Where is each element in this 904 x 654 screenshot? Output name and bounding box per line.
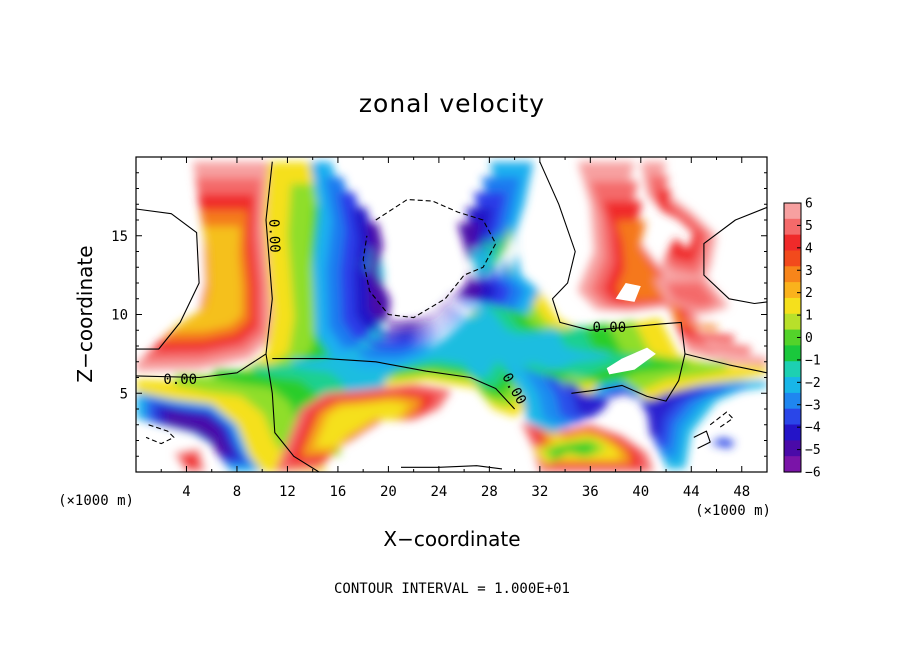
y-axis-title: Z−coordinate <box>73 245 97 382</box>
colorbar-swatch <box>784 282 801 299</box>
field-region-5-level-3 <box>615 220 718 331</box>
velocity-field <box>136 161 767 472</box>
field-region-10-level-2 <box>549 441 598 460</box>
zero-contour-2 <box>272 358 516 410</box>
colorbar-label: 1 <box>805 309 813 324</box>
colorbar-swatch <box>784 234 801 252</box>
contour-label-1: 0.00 <box>163 372 197 388</box>
y-tick-label: 10 <box>111 308 128 324</box>
colorbar-swatch <box>784 424 801 441</box>
x-tick-label: 44 <box>683 484 700 500</box>
field-region-8-level-3 <box>314 401 409 449</box>
field-region-2-level-3 <box>352 207 497 339</box>
zero-contour-1 <box>265 353 320 472</box>
colorbar-swatch <box>784 313 801 331</box>
zero-contour-4 <box>571 353 686 402</box>
x-tick-label: 8 <box>233 484 241 500</box>
colorbar-label: 3 <box>805 264 813 279</box>
zero-contour-10 <box>693 430 711 449</box>
field-region-11-level-2 <box>181 453 200 468</box>
colorbar-swatch <box>784 361 801 378</box>
y-tick-label: 5 <box>120 386 128 402</box>
x-tick-label: 24 <box>430 484 447 500</box>
dashed-contour-8 <box>145 424 175 445</box>
colorbar-swatch <box>784 218 801 236</box>
colorbar-label: −2 <box>805 376 821 391</box>
contour-label-3: 0.00 <box>592 320 626 336</box>
zero-contour-6 <box>703 206 767 305</box>
x-origin-unit: (×1000 m) <box>58 493 134 509</box>
colorbar-swatch <box>784 329 801 347</box>
dashed-contour-7 <box>362 198 497 319</box>
colorbar-label: −3 <box>805 398 821 413</box>
field-region-4-level-3 <box>166 410 234 454</box>
colorbar-label: 6 <box>805 197 813 212</box>
colorbar-swatch <box>784 392 801 410</box>
x-tick-label: 16 <box>329 484 346 500</box>
y-tick-label: 15 <box>111 229 128 245</box>
contour-label-0: 0.00 <box>265 219 282 253</box>
colorbar-label: −5 <box>805 443 821 458</box>
field-hole-0 <box>606 347 656 375</box>
x-tick-label: 36 <box>582 484 599 500</box>
field-region-3-level-3 <box>563 380 705 438</box>
colorbar-label: 0 <box>805 331 813 346</box>
contour-label-text: 0.00 <box>592 320 626 336</box>
field-region-2-level-4 <box>366 222 483 328</box>
colorbar-swatch <box>784 250 801 267</box>
x-tick-label: 12 <box>279 484 296 500</box>
field-region-6-level-2 <box>656 189 702 263</box>
x-tick-label: 20 <box>380 484 397 500</box>
field-region-7-level-1 <box>665 281 718 309</box>
field-hole-1 <box>615 283 641 302</box>
colorbar-label: 2 <box>805 286 813 301</box>
colorbar-swatch <box>784 266 801 283</box>
colorbar-swatch <box>784 456 801 473</box>
colorbar-swatch <box>784 203 801 220</box>
colorbar-swatch <box>784 408 801 426</box>
colorbar-swatch <box>784 377 801 394</box>
x-tick-label: 32 <box>531 484 548 500</box>
x-axis-ticks: 4 8 12 16 20 24 28 32 36 40 44 48 <box>160 157 750 500</box>
contour-label-text: 0.00 <box>163 372 197 388</box>
colorbar-swatch <box>784 345 801 362</box>
x-tick-label: 4 <box>182 484 190 500</box>
x-tick-label: 40 <box>632 484 649 500</box>
colorbar-label: 5 <box>805 219 813 234</box>
x-axis-unit: (×1000 m) <box>695 503 771 519</box>
contour-label-text: 0.00 <box>265 219 282 253</box>
colorbar: 6 5 4 3 2 1 0 −1 −2 −3 −4 −5 −6 <box>783 197 821 481</box>
colorbar-swatch <box>784 297 801 315</box>
colorbar-label: −1 <box>805 353 821 368</box>
colorbar-swatch <box>784 440 801 457</box>
chart-title: zonal velocity <box>359 89 545 118</box>
dashed-contour-9 <box>709 411 734 429</box>
zero-contour-11 <box>401 465 503 470</box>
field-region-0-level-4 <box>173 226 243 333</box>
contour-interval-note: CONTOUR INTERVAL = 1.000E+01 <box>334 581 570 597</box>
x-tick-label: 28 <box>481 484 498 500</box>
x-axis-title: X−coordinate <box>383 527 520 551</box>
x-tick-label: 48 <box>733 484 750 500</box>
y-axis-ticks: 5 10 15 <box>111 172 767 457</box>
colorbar-label: −6 <box>805 466 821 481</box>
field-region-12-level-0 <box>710 437 736 449</box>
zero-contour-5 <box>136 208 200 350</box>
colorbar-label: −4 <box>805 421 821 436</box>
colorbar-label: 4 <box>805 241 813 256</box>
